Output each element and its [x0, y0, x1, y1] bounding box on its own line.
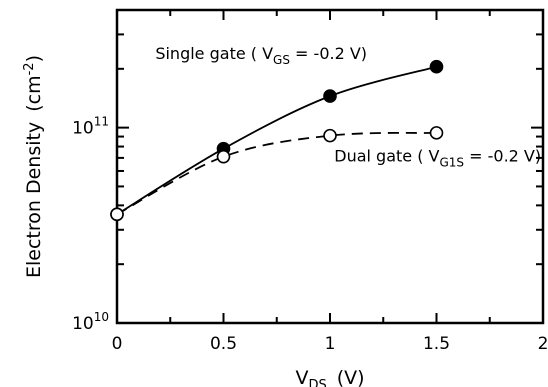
single-gate-point [323, 89, 337, 103]
axis-labels: VDS (V) Electron Density (cm-2) [22, 55, 365, 387]
x-tick-label: 0.5 [210, 334, 237, 354]
y-tick-label: 1010 [72, 310, 109, 334]
y-axis-label: Electron Density (cm-2) [22, 55, 45, 278]
tick-labels: 0 0.5 1 1.5 2 1010 1011 [72, 115, 548, 354]
x-tick-label: 2 [538, 334, 548, 354]
x-axis-label: VDS (V) [295, 367, 364, 387]
single-gate-line [116, 65, 437, 216]
single-gate-point [429, 59, 444, 74]
series-markers [110, 59, 444, 222]
dual-gate-point [110, 207, 124, 222]
dual-gate-point [429, 126, 444, 140]
dual-gate-line [116, 131, 437, 216]
x-tick-label: 1 [325, 334, 336, 354]
x-tick-label: 0 [112, 334, 123, 354]
dual-gate-annotation: Dual gate ( VG1S = -0.2 V) [334, 147, 541, 170]
single-gate-annotation: Single gate ( VGS = -0.2 V) [155, 44, 367, 67]
series-lines [116, 65, 437, 216]
dual-gate-point [323, 128, 337, 143]
annotations: Single gate ( VGS = -0.2 V) Dual gate ( V… [155, 44, 541, 170]
x-tick-label: 1.5 [423, 334, 450, 354]
dual-gate-point [216, 149, 231, 164]
ticks [116, 9, 544, 324]
y-tick-label: 1011 [72, 115, 109, 139]
